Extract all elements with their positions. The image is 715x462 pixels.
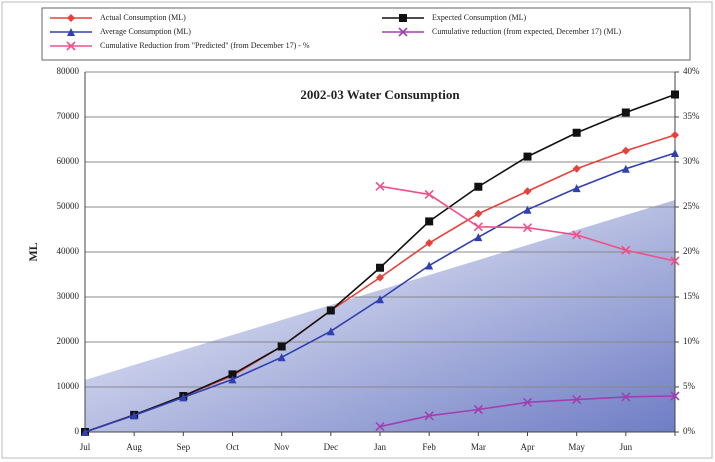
data-point — [326, 306, 335, 315]
data-point — [326, 327, 335, 336]
data-point — [670, 391, 680, 401]
data-point — [572, 184, 581, 193]
data-point — [228, 375, 237, 384]
data-point — [671, 131, 679, 139]
x-tick-label: Mar — [471, 442, 486, 452]
data-point — [621, 392, 631, 402]
y2-tick-label: 30% — [683, 156, 700, 166]
legend-box — [41, 7, 691, 61]
data-point — [277, 353, 286, 362]
y-tick-label: 50000 — [57, 201, 80, 211]
data-point — [130, 411, 139, 420]
legend-label: Actual Consumption (ML) — [100, 13, 186, 22]
x-tick-label: Nov — [274, 442, 290, 452]
x-tick-label: Aug — [126, 442, 142, 452]
data-point — [376, 263, 384, 272]
data-point — [474, 209, 483, 218]
data-point — [572, 164, 581, 173]
x-tick-label: Sep — [177, 442, 191, 452]
background-shade — [85, 200, 675, 432]
y-tick-label: 10000 — [57, 381, 80, 391]
legend-marker — [66, 41, 76, 51]
y2-tick-label: 15% — [683, 291, 700, 301]
x-tick-label: May — [568, 442, 585, 452]
data-point — [473, 222, 483, 232]
data-point — [671, 149, 679, 157]
y2-tick-label: 20% — [683, 246, 700, 256]
data-point — [621, 146, 630, 155]
data-point — [522, 223, 533, 233]
data-point — [228, 370, 237, 379]
y2-tick-label: 5% — [683, 381, 696, 391]
y2-tick-label: 0% — [683, 426, 696, 436]
y2-tick-label: 40% — [683, 66, 700, 76]
y-tick-label: 30000 — [57, 291, 80, 301]
data-point — [474, 182, 483, 191]
data-point — [572, 395, 582, 405]
data-point — [621, 108, 630, 117]
legend-label: Average Consumption (ML) — [100, 27, 191, 36]
data-point — [375, 181, 385, 191]
y-tick-label: 0 — [75, 426, 80, 436]
data-point — [425, 261, 434, 270]
x-tick-label: Oct — [226, 442, 239, 452]
data-point — [671, 90, 679, 99]
legend-marker — [67, 14, 75, 22]
data-point — [670, 256, 680, 266]
y-tick-label: 60000 — [57, 156, 80, 166]
legend-label: Expected Consumption (ML) — [432, 13, 527, 22]
data-point — [376, 295, 384, 304]
data-point — [81, 428, 89, 436]
data-point — [179, 393, 188, 402]
legend-label: Cumulative Reduction from "Predicted" (f… — [100, 41, 310, 50]
x-tick-label: Apr — [521, 442, 535, 452]
data-point — [474, 233, 483, 242]
x-tick-label: Jan — [374, 442, 386, 452]
x-tick-label: Jun — [620, 442, 633, 452]
legend-marker — [399, 14, 407, 22]
data-point — [523, 187, 532, 196]
y-tick-label: 20000 — [57, 336, 80, 346]
y-axis-label: ML — [26, 242, 40, 261]
data-point — [522, 397, 533, 407]
data-point — [572, 230, 582, 240]
data-point — [523, 205, 532, 214]
data-point — [425, 239, 434, 247]
y2-tick-label: 25% — [683, 201, 700, 211]
legend-marker — [67, 28, 75, 36]
data-point — [425, 217, 434, 226]
data-point — [424, 189, 434, 199]
x-tick-label: Feb — [422, 442, 436, 452]
data-point — [424, 411, 434, 421]
data-point — [473, 404, 483, 415]
x-tick-label: Dec — [324, 442, 339, 452]
legend-marker — [398, 27, 408, 37]
data-point — [621, 164, 630, 173]
data-point — [523, 152, 532, 161]
data-point — [277, 342, 286, 351]
chart-title: 2002-03 Water Consumption — [300, 87, 460, 102]
y-tick-label: 40000 — [57, 246, 80, 256]
x-tick-label: Jul — [80, 442, 91, 452]
data-point — [376, 273, 384, 282]
data-point — [375, 422, 385, 432]
legend-label: Cumulative reduction (from expected, Dec… — [432, 27, 621, 36]
y-tick-label: 70000 — [57, 111, 80, 121]
y-tick-label: 80000 — [57, 66, 80, 76]
y2-tick-label: 10% — [683, 336, 700, 346]
y2-tick-label: 35% — [683, 111, 700, 121]
data-point — [572, 128, 581, 137]
data-point — [621, 245, 631, 255]
